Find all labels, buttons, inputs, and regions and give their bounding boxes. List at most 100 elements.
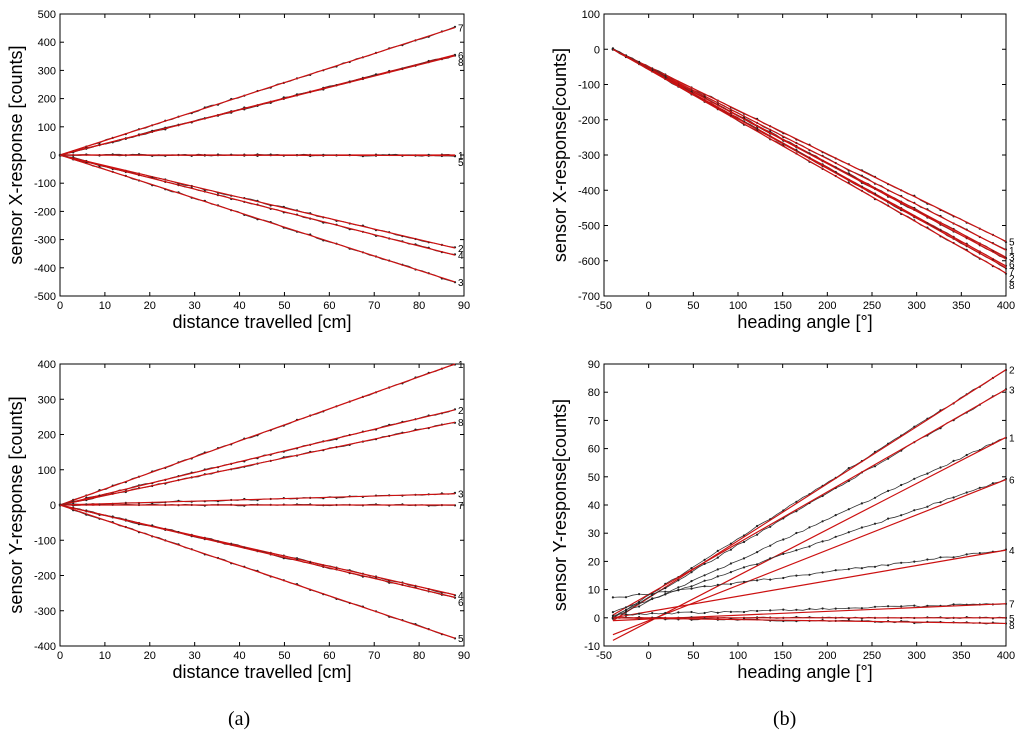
- x-tick-label: -50: [596, 300, 612, 312]
- series-label-6: 6: [458, 598, 464, 609]
- data-point: [795, 500, 798, 503]
- data-point: [978, 552, 981, 555]
- series-label-1: 1: [458, 151, 464, 162]
- data-point: [716, 575, 719, 578]
- fit-line-6: [612, 479, 1007, 636]
- data-point: [913, 477, 916, 480]
- series-8: 8: [611, 48, 1015, 292]
- data-point: [795, 531, 798, 535]
- fit-line-2: [612, 369, 1007, 622]
- x-tick-label: 350: [952, 300, 970, 312]
- data-point: [756, 609, 759, 613]
- y-tick-label: -300: [34, 606, 56, 618]
- data-point: [887, 605, 890, 608]
- y-tick-label: -300: [578, 150, 600, 162]
- y-tick-label: 0: [50, 150, 56, 162]
- series-label-3: 3: [1009, 253, 1015, 264]
- data-point: [860, 567, 864, 570]
- data-point: [952, 496, 955, 499]
- data-point: [703, 579, 706, 582]
- y-axis-label: sensor X-response[counts]: [550, 48, 570, 262]
- data-point: [729, 583, 733, 586]
- x-tick-label: 20: [144, 300, 156, 312]
- series-label-3: 3: [458, 490, 464, 501]
- data-point: [887, 457, 890, 460]
- fit-line-5: [59, 154, 456, 157]
- panel-label-b: (b): [773, 708, 797, 730]
- data-point: [860, 526, 864, 529]
- data-point: [703, 585, 706, 588]
- x-tick-label: 90: [458, 650, 470, 662]
- panel-label-a: (a): [228, 708, 251, 730]
- series-label-6: 6: [1009, 476, 1015, 487]
- series-8: 8: [58, 418, 464, 506]
- y-tick-label: 20: [588, 556, 600, 568]
- data-point: [611, 596, 615, 599]
- data-point: [952, 603, 955, 606]
- data-point: [742, 557, 746, 560]
- data-point: [860, 607, 864, 610]
- y-tick-label: -200: [34, 571, 56, 583]
- x-axis-label: distance travelled [cm]: [172, 312, 351, 332]
- x-tick-label: 150: [773, 650, 791, 662]
- data-point: [913, 560, 916, 563]
- series-3: 3: [58, 490, 464, 507]
- data-point: [769, 578, 772, 581]
- data-point: [821, 540, 824, 543]
- data-point: [690, 587, 693, 590]
- x-axis-label: heading angle [°]: [737, 662, 872, 682]
- x-tick-label: 0: [646, 300, 652, 312]
- data-point: [834, 535, 837, 538]
- series-1: 1: [611, 48, 1015, 257]
- data-point: [847, 568, 850, 571]
- x-tick-label: 350: [952, 650, 970, 662]
- y-tick-label: -200: [578, 115, 600, 127]
- x-tick-label: 30: [189, 650, 201, 662]
- series-label-1: 1: [1009, 246, 1015, 257]
- x-tick-label: 250: [863, 650, 881, 662]
- x-tick-label: 200: [818, 300, 836, 312]
- series-2: 2: [611, 366, 1015, 622]
- y-tick-label: -10: [584, 641, 600, 653]
- data-point: [638, 605, 641, 608]
- x-tick-label: 20: [144, 650, 156, 662]
- y-tick-label: 200: [38, 430, 56, 442]
- y-tick-label: 100: [38, 122, 56, 134]
- x-tick-label: 100: [729, 300, 747, 312]
- data-point: [651, 593, 654, 596]
- data-point: [991, 482, 995, 485]
- x-tick-label: 0: [646, 650, 652, 662]
- x-tick-label: 60: [323, 300, 335, 312]
- x-tick-label: 50: [687, 650, 699, 662]
- x-tick-label: 400: [997, 300, 1015, 312]
- x-tick-label: 10: [99, 650, 111, 662]
- data-point: [664, 590, 667, 593]
- series-5: 5: [611, 48, 1015, 248]
- series-label-1: 1: [1009, 433, 1015, 444]
- data-point: [677, 586, 680, 589]
- data-point: [965, 491, 968, 494]
- x-tick-label: 100: [729, 650, 747, 662]
- y-tick-label: 40: [588, 500, 600, 512]
- x-tick-label: 30: [189, 300, 201, 312]
- data-point: [782, 576, 785, 580]
- series-label-1: 1: [458, 360, 464, 371]
- series-8: 8: [58, 53, 464, 157]
- data-point: [873, 496, 877, 499]
- x-tick-label: 40: [233, 650, 245, 662]
- data-point: [756, 533, 759, 536]
- x-tick-label: 50: [278, 300, 290, 312]
- series-label-8: 8: [458, 418, 464, 429]
- y-tick-label: -600: [578, 256, 600, 268]
- y-tick-label: -700: [578, 291, 600, 303]
- x-tick-label: 200: [818, 650, 836, 662]
- series-label-4: 4: [1009, 546, 1015, 557]
- chart-bx: -50 0 50 100 150 200 250 300 350 400-700-600-500-…: [550, 9, 1015, 332]
- series-6: 6: [611, 48, 1015, 271]
- data-point: [782, 608, 785, 611]
- y-tick-label: 400: [38, 359, 56, 371]
- series-label-8: 8: [1009, 621, 1015, 632]
- x-axis-label: distance travelled [cm]: [172, 662, 351, 682]
- y-tick-label: -300: [34, 235, 56, 247]
- x-tick-label: 0: [57, 300, 63, 312]
